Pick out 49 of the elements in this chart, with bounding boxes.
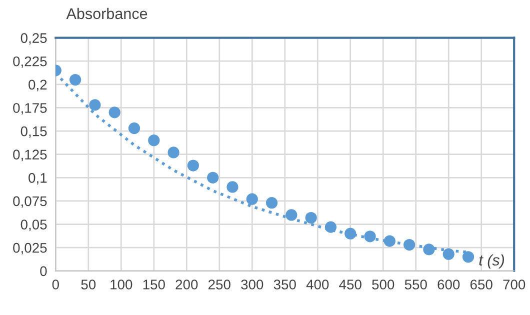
x-tick-label: 550: [404, 280, 427, 290]
point: [324, 221, 337, 233]
x-tick-label: 600: [438, 280, 460, 290]
x-tick-label: 100: [110, 280, 132, 290]
x-tick-label: 250: [208, 280, 230, 290]
y-tick-label: 0,075: [13, 196, 47, 208]
y-tick-label: 0,2: [28, 80, 47, 92]
y-axis-title: Absorbance: [66, 8, 148, 20]
point: [286, 209, 298, 221]
x-axis-title: t (s): [479, 254, 504, 269]
point: [384, 235, 396, 247]
y-tick-label: 0,05: [20, 220, 47, 232]
y-tick-label: 0,025: [13, 242, 47, 254]
x-tick-label: 350: [274, 280, 296, 290]
y-tick-label: 0,175: [13, 103, 47, 115]
x-tick-label: 500: [372, 280, 394, 290]
y-tick-label: 0,1: [28, 172, 47, 184]
point: [128, 122, 140, 134]
point: [266, 197, 278, 209]
y-tick-label: 0,25: [20, 33, 47, 45]
point: [344, 228, 356, 240]
y-tick-label: 0,125: [13, 150, 47, 162]
point: [404, 238, 416, 251]
point: [69, 74, 82, 86]
x-tick-label: 50: [81, 280, 96, 290]
x-tick-label: 700: [503, 280, 526, 290]
point: [226, 181, 238, 193]
x-tick-label: 150: [143, 280, 165, 290]
x-tick-label: 450: [339, 280, 362, 290]
y-tick-label: 0,225: [13, 56, 47, 68]
point: [246, 193, 258, 205]
point: [462, 251, 474, 263]
point: [89, 99, 101, 111]
x-tick-label: 300: [241, 280, 264, 290]
x-tick-label: 650: [470, 280, 492, 290]
y-tick-label: 0,15: [20, 126, 47, 138]
x-tick-label: 200: [176, 280, 198, 290]
x-tick-label: 0: [52, 280, 59, 290]
point: [364, 230, 376, 242]
point: [305, 212, 317, 224]
point: [168, 146, 180, 158]
point: [187, 160, 199, 172]
point: [207, 172, 219, 184]
x-tick-label: 400: [306, 280, 329, 290]
point: [442, 248, 454, 260]
y-tick-label: 0: [40, 266, 47, 276]
point: [108, 106, 120, 118]
point: [423, 244, 435, 256]
point: [148, 134, 160, 146]
